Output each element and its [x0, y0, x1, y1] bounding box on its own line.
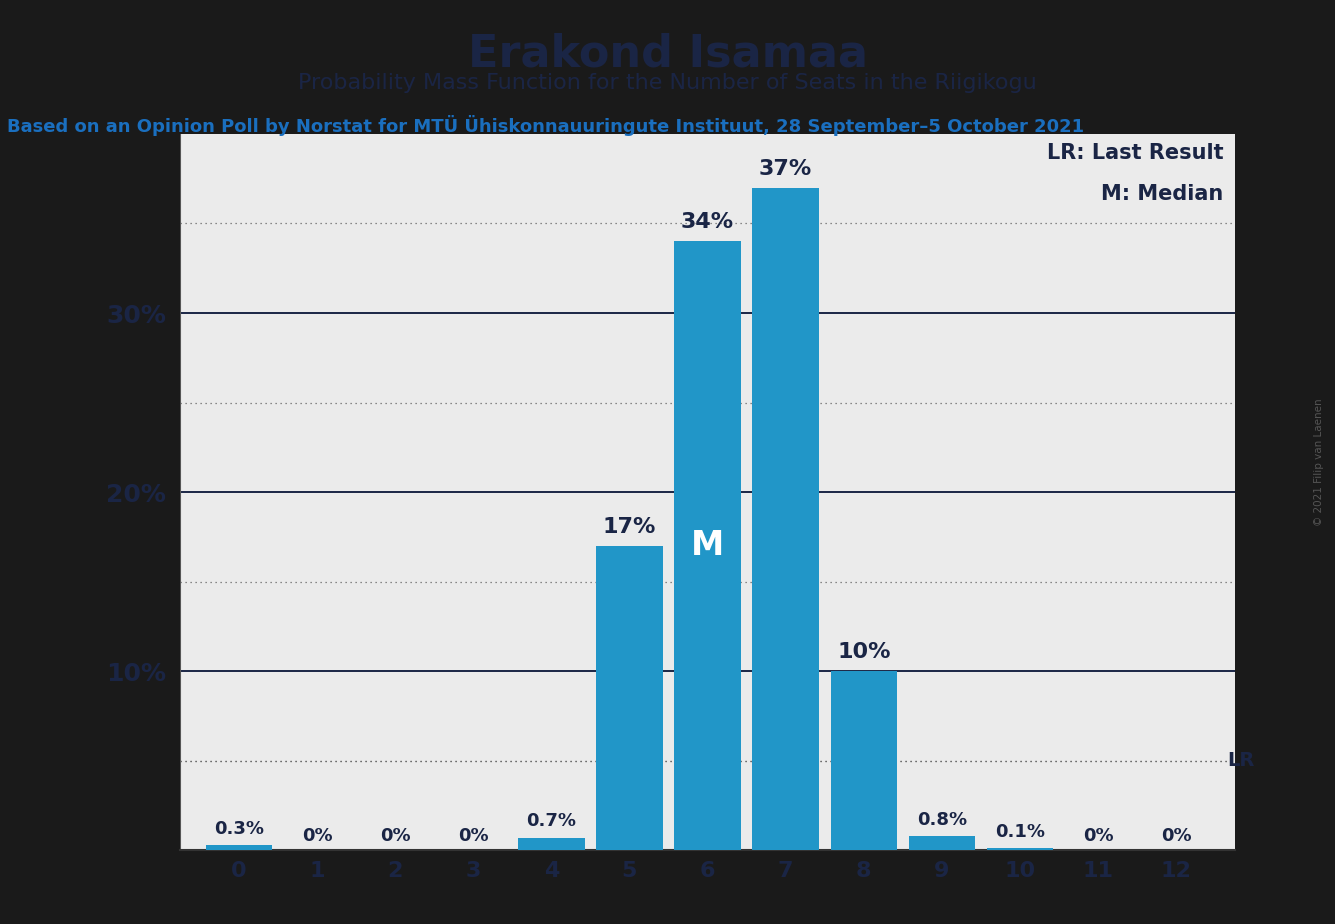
Bar	[753, 188, 818, 850]
Text: 0.1%: 0.1%	[995, 823, 1045, 841]
Text: Erakond Isamaa: Erakond Isamaa	[467, 32, 868, 76]
Text: Probability Mass Function for the Number of Seats in the Riigikogu: Probability Mass Function for the Number…	[298, 73, 1037, 93]
Bar	[987, 848, 1053, 850]
Text: 34%: 34%	[681, 213, 734, 233]
Text: 0%: 0%	[1083, 827, 1113, 845]
Bar	[830, 671, 897, 850]
Text: Based on an Opinion Poll by Norstat for MTÜ Ühiskonnauuringute Instituut, 28 Sep: Based on an Opinion Poll by Norstat for …	[7, 116, 1084, 137]
Text: 0%: 0%	[1161, 827, 1192, 845]
Bar	[206, 845, 272, 850]
Text: LR: Last Result: LR: Last Result	[1047, 143, 1223, 163]
Text: 0.7%: 0.7%	[526, 812, 577, 831]
Bar	[909, 835, 975, 850]
Text: 0%: 0%	[302, 827, 332, 845]
Text: M: M	[692, 529, 724, 562]
Text: LR: LR	[1227, 751, 1255, 770]
Text: 10%: 10%	[837, 642, 890, 663]
Text: 0.3%: 0.3%	[214, 820, 264, 837]
Text: 37%: 37%	[760, 159, 812, 178]
Text: 0.8%: 0.8%	[917, 810, 967, 829]
Text: 17%: 17%	[602, 517, 655, 537]
Text: 0%: 0%	[379, 827, 410, 845]
Text: M: Median: M: Median	[1101, 184, 1223, 204]
Bar	[674, 241, 741, 850]
Text: © 2021 Filip van Laenen: © 2021 Filip van Laenen	[1314, 398, 1324, 526]
Bar	[597, 546, 662, 850]
Bar	[518, 837, 585, 850]
Text: 0%: 0%	[458, 827, 489, 845]
